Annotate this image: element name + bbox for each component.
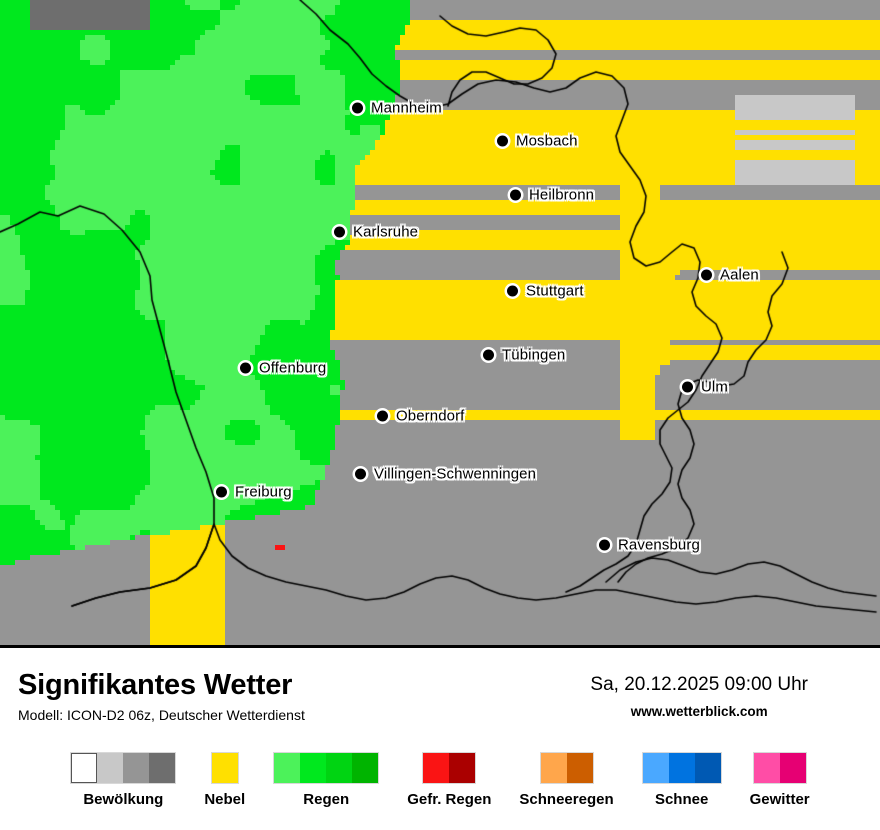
- legend-swatch-regen-0: [274, 753, 301, 783]
- city-label: Stuttgart: [526, 282, 584, 300]
- city-label: Oberndorf: [396, 407, 465, 425]
- city-dot-icon: [483, 349, 494, 361]
- city-dot-icon: [355, 468, 366, 480]
- city-marker-villingen-schwenningen[interactable]: Villingen-Schwenningen: [355, 466, 536, 483]
- legend-swatches-schneeregen: [539, 752, 594, 784]
- legend-swatch-regen-1: [300, 753, 327, 783]
- city-label: Mannheim: [371, 99, 442, 117]
- city-dot-icon: [599, 539, 610, 551]
- city-label: Ravensburg: [618, 536, 700, 554]
- city-marker-mannheim[interactable]: Mannheim: [352, 100, 442, 117]
- legend-label-schnee: Schnee: [654, 791, 709, 808]
- city-marker-offenburg[interactable]: Offenburg: [240, 360, 326, 377]
- legend-swatch-schnee-2: [694, 753, 721, 783]
- border-lines-layer: [0, 0, 880, 645]
- legend-swatches-gewitter: [752, 752, 807, 784]
- legend-swatches-nebel: [210, 752, 239, 784]
- city-dot-icon: [377, 410, 388, 422]
- city-marker-ravensburg[interactable]: Ravensburg: [599, 537, 700, 554]
- city-marker-oberndorf[interactable]: Oberndorf: [377, 408, 464, 425]
- city-label: Tübingen: [502, 346, 566, 364]
- legend-swatch-gefr-regen-0: [423, 753, 450, 783]
- legend-swatch-gewitter-0: [753, 753, 780, 783]
- legend-swatch-schnee-1: [668, 753, 695, 783]
- city-marker-ulm[interactable]: Ulm: [682, 379, 728, 396]
- legend-group-schnee: Schnee: [628, 752, 736, 808]
- legend-label-gewitter: Gewitter: [749, 791, 810, 808]
- page-title: Signifikantes Wetter: [18, 669, 293, 701]
- city-marker-stuttgart[interactable]: Stuttgart: [507, 283, 584, 300]
- legend-swatch-schneeregen-0: [540, 753, 567, 783]
- legend-swatch-bewoelkung-2: [123, 753, 150, 783]
- city-dot-icon: [352, 102, 363, 114]
- legend-swatches-gefr-regen: [422, 752, 477, 784]
- city-dot-icon: [507, 285, 518, 297]
- city-marker-karlsruhe[interactable]: Karlsruhe: [334, 224, 418, 241]
- city-label: Ulm: [701, 378, 728, 396]
- title-block: Signifikantes Wetter Modell: ICON-D2 06z…: [18, 669, 305, 724]
- legend-swatch-regen-3: [352, 753, 379, 783]
- city-marker-t-bingen[interactable]: Tübingen: [483, 347, 565, 364]
- city-dot-icon: [701, 269, 712, 281]
- legend-swatch-gefr-regen-1: [449, 753, 476, 783]
- legend-swatch-schnee-0: [642, 753, 669, 783]
- legend-label-bewoelkung: Bewölkung: [83, 791, 164, 808]
- city-marker-mosbach[interactable]: Mosbach: [497, 133, 578, 150]
- city-label: Heilbronn: [529, 186, 595, 204]
- legend: Bewölkung Nebel Regen Gefr. Regen Schneerege…: [0, 752, 880, 808]
- city-dot-icon: [240, 362, 251, 374]
- legend-swatch-regen-2: [326, 753, 353, 783]
- legend-label-gefr-regen: Gefr. Regen: [407, 791, 492, 808]
- legend-group-schneeregen: Schneeregen: [505, 752, 627, 808]
- city-marker-heilbronn[interactable]: Heilbronn: [510, 187, 594, 204]
- model-subtitle: Modell: ICON-D2 06z, Deutscher Wetterdie…: [18, 707, 305, 724]
- legend-label-schneeregen: Schneeregen: [519, 791, 614, 808]
- footer-panel: Signifikantes Wetter Modell: ICON-D2 06z…: [0, 648, 880, 830]
- legend-swatch-schneeregen-1: [566, 753, 593, 783]
- meta-block: Sa, 20.12.2025 09:00 Uhr www.wetterblick…: [590, 674, 808, 719]
- city-dot-icon: [497, 135, 508, 147]
- site-url: www.wetterblick.com: [630, 704, 768, 719]
- city-dot-icon: [510, 189, 521, 201]
- city-marker-aalen[interactable]: Aalen: [701, 267, 759, 284]
- city-dot-icon: [216, 486, 227, 498]
- legend-swatch-nebel-0: [211, 753, 238, 783]
- legend-swatch-bewoelkung-3: [149, 753, 176, 783]
- legend-swatches-schnee: [641, 752, 722, 784]
- city-label: Karlsruhe: [353, 223, 419, 241]
- forecast-datetime: Sa, 20.12.2025 09:00 Uhr: [590, 674, 808, 695]
- legend-swatches-regen: [273, 752, 380, 784]
- city-marker-overlay: Mannheim Mosbach Heilbronn Karlsruhe Aalen St…: [216, 100, 759, 554]
- city-label: Freiburg: [235, 483, 292, 501]
- city-label: Aalen: [720, 266, 759, 284]
- map-panel[interactable]: Mannheim Mosbach Heilbronn Karlsruhe Aalen St…: [0, 0, 880, 648]
- legend-label-nebel: Nebel: [204, 791, 246, 808]
- city-label: Offenburg: [259, 359, 327, 377]
- city-label: Mosbach: [516, 132, 578, 150]
- city-marker-freiburg[interactable]: Freiburg: [216, 484, 292, 501]
- legend-swatch-bewoelkung-1: [97, 753, 124, 783]
- city-dot-icon: [682, 381, 693, 393]
- legend-group-regen: Regen: [259, 752, 393, 808]
- legend-group-bewoelkung: Bewölkung: [56, 752, 190, 808]
- legend-group-gewitter: Gewitter: [736, 752, 824, 808]
- legend-group-nebel: Nebel: [190, 752, 259, 808]
- legend-label-regen: Regen: [303, 791, 350, 808]
- legend-swatches-bewoelkung: [70, 752, 177, 784]
- legend-group-gefr-regen: Gefr. Regen: [393, 752, 505, 808]
- legend-swatch-gewitter-1: [779, 753, 806, 783]
- city-dot-icon: [334, 226, 345, 238]
- city-label: Villingen-Schwenningen: [374, 465, 537, 483]
- legend-swatch-bewoelkung-0: [71, 753, 98, 783]
